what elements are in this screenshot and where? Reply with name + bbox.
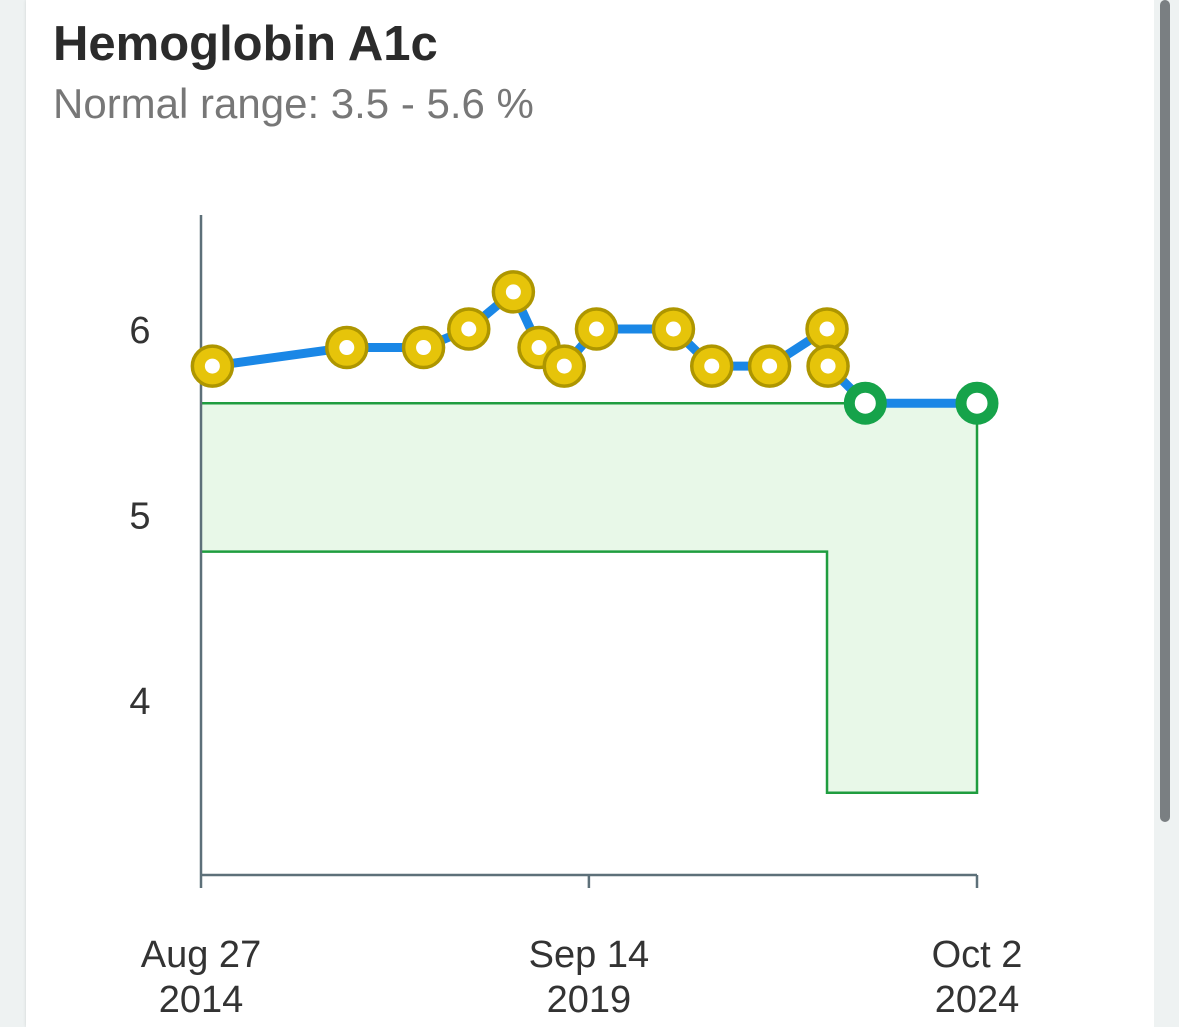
normal-range-band-1: [827, 403, 977, 793]
data-point-out-of-range-6: [542, 344, 587, 388]
data-point-out-of-range-0: [190, 344, 235, 388]
vertical-scrollbar[interactable]: [1160, 0, 1170, 822]
data-point-out-of-range-10: [747, 344, 792, 388]
normal-range-subtitle: Normal range: 3.5 - 5.6 %: [53, 80, 534, 127]
x-tick-label-1-line1: Sep 14: [529, 934, 649, 976]
data-point-center: [531, 340, 547, 356]
data-point-out-of-range-9: [689, 344, 734, 388]
data-point-center: [665, 321, 681, 337]
data-point-out-of-range-11: [805, 307, 849, 351]
data-point-center: [556, 358, 572, 374]
data-point-center: [588, 321, 604, 337]
data-point-center: [339, 340, 355, 356]
data-point-out-of-range-12: [806, 344, 850, 388]
x-tick-label-2-line1: Oct 2: [932, 934, 1023, 976]
data-point-center: [820, 358, 836, 374]
data-point-out-of-range-3: [447, 307, 491, 351]
data-point-center: [416, 340, 432, 356]
data-point-center: [819, 321, 835, 337]
normal-range-band-0: [201, 403, 828, 552]
x-tick-label-1-line2: 2019: [547, 979, 632, 1021]
y-tick-label-4: 4: [129, 681, 150, 723]
data-point-out-of-range-7: [574, 307, 619, 351]
data-point-center: [204, 358, 220, 374]
data-point-in-range-14: [955, 381, 999, 425]
x-tick-label-0-line2: 2014: [159, 979, 244, 1021]
data-point-center: [461, 321, 477, 337]
data-point-out-of-range-2: [401, 325, 446, 370]
data-point-center: [762, 358, 778, 374]
y-tick-label-6: 6: [129, 310, 150, 352]
chart-title: Hemoglobin A1c: [53, 17, 438, 71]
data-point-center: [505, 284, 521, 300]
data-point-out-of-range-4: [491, 270, 536, 314]
x-tick-label-2-line2: 2024: [935, 979, 1020, 1021]
y-tick-label-5: 5: [129, 496, 150, 538]
data-point-out-of-range-8: [651, 307, 696, 351]
data-point-center: [704, 358, 720, 374]
x-tick-label-0-line1: Aug 27: [141, 934, 261, 976]
data-point-out-of-range-1: [325, 325, 369, 370]
data-point-in-range-13: [843, 381, 887, 425]
